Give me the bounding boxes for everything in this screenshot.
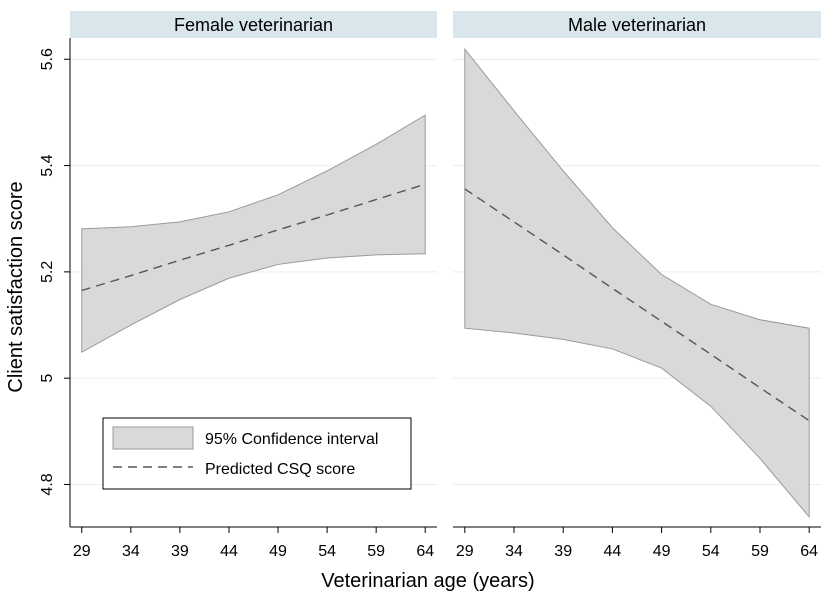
panel-male: Male veterinarian 29 34 39 44 49 54 59 64 xyxy=(453,11,821,560)
y-tick-label: 5.4 xyxy=(39,154,56,176)
x-tick-label: 64 xyxy=(416,543,434,560)
panel-strip xyxy=(453,11,821,38)
x-tick-label: 44 xyxy=(220,543,238,560)
y-tick-label: 5 xyxy=(39,374,56,383)
x-tick-label: 59 xyxy=(751,543,769,560)
x-tick-label: 54 xyxy=(702,543,720,560)
legend-label-predicted: Predicted CSQ score xyxy=(205,461,355,478)
y-tick-label: 4.8 xyxy=(39,473,56,495)
x-tick-label: 49 xyxy=(269,543,287,560)
confidence-band xyxy=(464,47,810,519)
legend-swatch-band xyxy=(112,426,194,450)
x-tick-label: 34 xyxy=(122,543,140,560)
legend: 95% Confidence interval Predicted CSQ sco… xyxy=(102,417,412,490)
x-tick-label: 39 xyxy=(171,543,189,560)
panel-strip xyxy=(70,11,437,38)
y-axis-title: Client satisfaction score xyxy=(5,181,27,392)
confidence-band xyxy=(81,114,426,353)
x-tick-label: 49 xyxy=(653,543,671,560)
legend-label-ci: 95% Confidence interval xyxy=(205,431,378,448)
x-axis-title: Veterinarian age (years) xyxy=(321,570,534,592)
predicted-line xyxy=(464,188,810,422)
y-tick-label: 5.6 xyxy=(39,48,56,70)
x-tick-label: 64 xyxy=(800,543,818,560)
x-tick-label: 44 xyxy=(604,543,622,560)
x-tick-label: 29 xyxy=(456,543,474,560)
panel-title: Male veterinarian xyxy=(568,15,706,35)
panel-title: Female veterinarian xyxy=(174,15,333,35)
x-tick-label: 59 xyxy=(367,543,385,560)
y-tick-label: 5.2 xyxy=(39,261,56,283)
x-tick-label: 29 xyxy=(73,543,91,560)
x-tick-label: 34 xyxy=(505,543,523,560)
x-tick-label: 39 xyxy=(554,543,572,560)
x-tick-label: 54 xyxy=(318,543,336,560)
